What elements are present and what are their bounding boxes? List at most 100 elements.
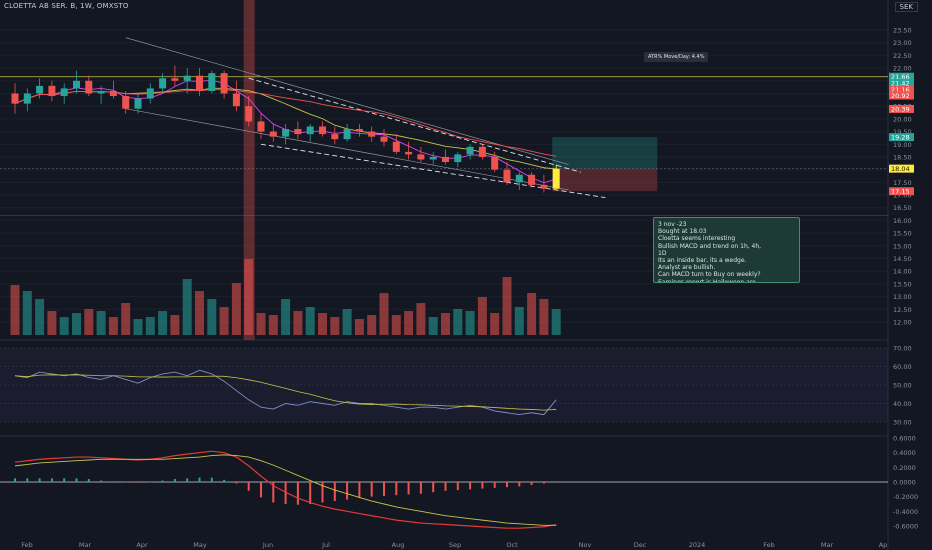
macd-histogram-bar [456,482,459,491]
candle-body [294,129,302,135]
candle-body [146,88,154,99]
y-tick-label: 22.50 [893,52,912,60]
atr-label: ATR% Move/Day: 4.4% [644,52,709,62]
price-label-bg [889,85,914,94]
macd-tick-label: 0.2000 [893,464,916,472]
macd-histogram-bar [358,482,361,499]
volume-bar [158,311,168,335]
x-tick-label: Jun [262,541,273,549]
volume-bar [207,299,217,335]
macd-histogram-bar [87,479,90,482]
volume-bar [268,315,278,335]
macd-histogram-bar [506,482,508,488]
volume-bar [354,319,364,335]
candle-body [331,134,339,140]
price-label: 19.28 [891,134,910,142]
volume-bar [453,309,463,335]
candle-body [196,75,203,91]
volume-bar [514,307,524,335]
x-tick-label: Feb [21,541,33,549]
rsi-tick-label: 50.00 [893,382,912,390]
trade-note[interactable]: 3 nov -23 Bought at 18.03 Cloetta seems … [653,217,800,283]
macd-histogram-bar [50,478,53,482]
candle-body [122,96,130,109]
candle-body [73,80,80,89]
target-zone [552,137,658,169]
candle-body [552,168,560,189]
macd-histogram-bar [444,482,447,491]
macd-histogram-bar [14,478,16,482]
candle-body [355,129,363,132]
volume-bar [416,303,426,335]
macd-tick-label: -0.4000 [893,508,918,516]
candle-body [454,154,462,163]
candle-body [23,93,31,104]
stop-zone [552,168,658,192]
volume-bar [441,313,450,335]
macd-histogram-bar [149,482,152,483]
macd-histogram-bar [469,482,472,490]
y-tick-label: 14.00 [893,268,912,276]
candle-body [171,78,179,81]
volume-bar [527,293,537,335]
candle-body [528,174,536,185]
macd-histogram-bar [161,480,164,482]
macd-histogram-bar [260,482,262,498]
price-label-bg [889,78,914,87]
candle-body [503,169,511,183]
macd-histogram-bar [173,479,176,482]
macd-tick-label: 0.6000 [893,435,916,443]
y-tick-label: 22.00 [893,65,912,73]
rsi-tick-label: 60.00 [893,363,912,371]
y-tick-label: 16.50 [893,204,912,212]
volume-bar [305,307,315,335]
price-label: 18.04 [891,165,910,173]
candle-body [417,154,425,160]
volume-bar [231,283,241,335]
volume-bar [330,317,340,335]
macd-histogram-bar [284,482,287,504]
volume-bar [35,299,45,335]
y-tick-label: 23.50 [893,27,912,35]
candle-body [380,136,388,142]
rsi-tick-label: 70.00 [893,345,912,353]
volume-bar [318,313,327,335]
volume-bar [182,279,192,335]
volume-bar [490,313,500,335]
volume-bar [145,317,155,335]
candle-body [466,146,474,155]
macd-histogram-bar [419,482,422,494]
volume-bar [133,319,143,335]
price-label-bg [889,133,914,142]
macd-histogram-bar [124,482,127,483]
volume-bar [10,285,20,335]
macd-histogram-bar [223,479,226,482]
y-tick-label: 16.00 [893,217,912,225]
macd-histogram-bar [432,482,435,493]
y-tick-label: 13.00 [893,293,912,301]
candle-body [208,73,216,91]
candle-body [232,93,240,107]
candle-body [319,126,326,135]
volume-bar [121,303,131,335]
macd-tick-label: -0.6000 [893,523,918,531]
y-tick-label: 18.50 [893,153,912,161]
macd-histogram-bar [530,482,533,485]
macd-histogram-bar [555,481,558,482]
macd-histogram-bar [186,478,189,482]
y-tick-label: 12.50 [893,306,912,314]
macd-histogram-bar [75,478,78,482]
candle-body [269,131,277,137]
macd-tick-label: 0.0000 [893,479,916,487]
volume-bar [244,259,254,335]
candle-body [368,131,376,137]
rsi-tick-label: 30.00 [893,419,912,427]
volume-bar [551,309,561,335]
candle-body [282,129,290,137]
volume-bar [72,313,81,335]
currency-button[interactable]: SEK [894,2,918,12]
price-label: 21.66 [891,73,910,81]
ma-long [14,89,557,157]
